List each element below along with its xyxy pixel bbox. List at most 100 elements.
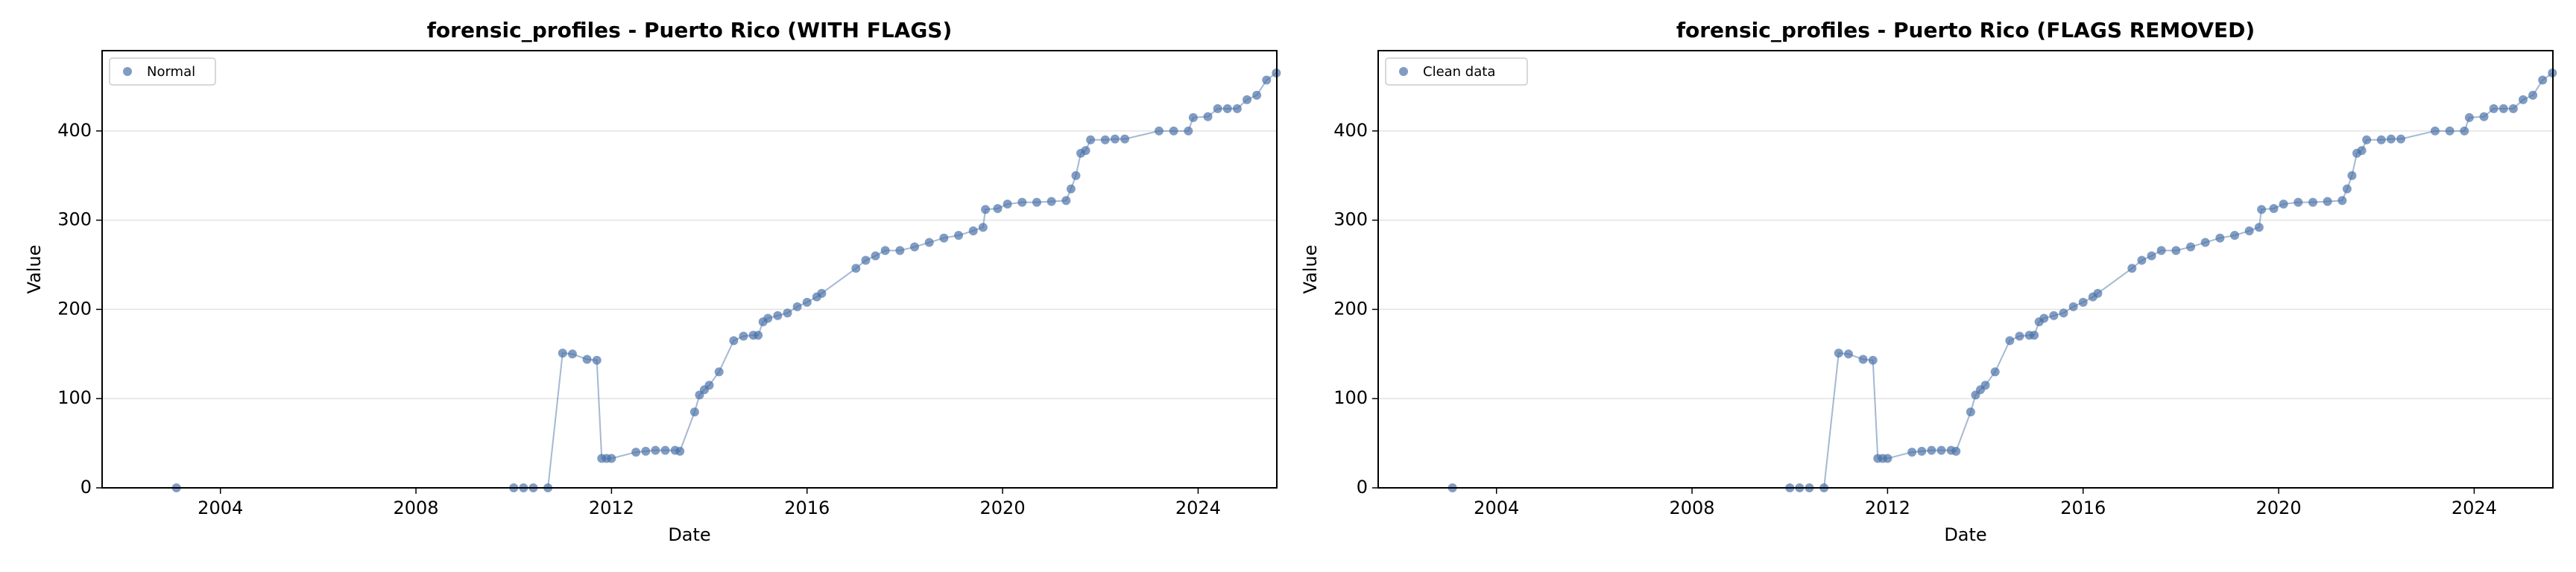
y-tick-label: 100 xyxy=(1333,387,1368,408)
legend-box xyxy=(1385,57,1528,86)
point xyxy=(1110,134,1120,144)
point xyxy=(2059,308,2068,318)
point xyxy=(754,331,763,340)
point xyxy=(1936,445,1946,455)
point xyxy=(2093,288,2103,298)
point xyxy=(2308,197,2317,207)
point xyxy=(558,349,567,358)
point xyxy=(773,311,783,320)
x-tick-label: 2012 xyxy=(1865,498,1910,518)
point xyxy=(592,355,602,365)
point xyxy=(910,242,920,252)
y-axis-label: Value xyxy=(24,245,45,294)
point xyxy=(2244,226,2254,235)
axes-frame xyxy=(101,50,1278,489)
point xyxy=(2464,112,2474,122)
y-tick-label: 0 xyxy=(1357,477,1368,498)
x-tick-label: 2004 xyxy=(198,498,243,518)
point xyxy=(641,446,651,456)
point xyxy=(1188,112,1198,122)
point xyxy=(1980,381,1990,390)
y-tick-label: 200 xyxy=(1333,298,1368,319)
legend-marker xyxy=(1399,67,1408,76)
point xyxy=(2362,135,2372,144)
point xyxy=(1032,197,1041,207)
point xyxy=(1017,197,1027,207)
point xyxy=(1834,349,1843,358)
x-tick-label: 2016 xyxy=(784,498,830,518)
point xyxy=(763,314,773,323)
x-tick-label: 2008 xyxy=(394,498,439,518)
point xyxy=(2342,184,2352,194)
point xyxy=(1061,196,1071,206)
x-tick-label: 2024 xyxy=(1175,498,1221,518)
point xyxy=(981,205,991,214)
point xyxy=(954,230,964,240)
point xyxy=(2430,126,2440,136)
x-axis-label: Date xyxy=(1944,524,1986,545)
point xyxy=(1046,197,1056,206)
legend-box xyxy=(109,57,216,86)
point xyxy=(2357,146,2367,156)
point xyxy=(2294,197,2303,207)
point xyxy=(582,355,592,364)
point xyxy=(567,349,577,359)
subplot: forensic_profiles - Puerto Rico (WITH FL… xyxy=(24,18,1281,545)
point xyxy=(607,454,616,463)
y-tick-label: 300 xyxy=(57,209,92,230)
point xyxy=(2215,233,2225,243)
point xyxy=(2186,242,2196,252)
point xyxy=(2030,331,2039,340)
point xyxy=(968,226,978,235)
point xyxy=(1184,126,1193,136)
point xyxy=(739,331,748,341)
point xyxy=(2337,196,2347,206)
point xyxy=(895,246,905,255)
y-tick-label: 400 xyxy=(1333,120,1368,141)
point xyxy=(1120,134,1130,144)
point xyxy=(1222,104,1232,113)
point xyxy=(2147,251,2156,261)
legend-marker xyxy=(123,67,132,76)
series-line xyxy=(176,72,1277,489)
point xyxy=(2386,134,2396,144)
x-tick-label: 2016 xyxy=(2060,498,2106,518)
point xyxy=(1100,135,1110,144)
legend-label: Normal xyxy=(147,64,195,80)
x-tick-label: 2012 xyxy=(589,498,634,518)
point xyxy=(2068,302,2078,311)
x-tick-label: 2024 xyxy=(2452,498,2497,518)
point xyxy=(1081,146,1090,156)
point xyxy=(651,445,660,455)
chart-title: forensic_profiles - Puerto Rico (FLAGS R… xyxy=(1676,18,2255,42)
point xyxy=(1213,104,1222,113)
axes-frame xyxy=(1377,50,2554,489)
x-tick-label: 2004 xyxy=(1474,498,1519,518)
x-tick-label: 2008 xyxy=(1670,498,1715,518)
point xyxy=(1868,355,1878,365)
point xyxy=(2269,204,2279,214)
point xyxy=(2137,255,2147,265)
point xyxy=(689,407,699,417)
point xyxy=(1883,454,1892,463)
point xyxy=(2460,126,2469,136)
point xyxy=(924,238,934,247)
point xyxy=(2323,197,2332,206)
y-tick-label: 0 xyxy=(80,477,92,498)
y-tick-label: 200 xyxy=(57,298,92,319)
point xyxy=(704,381,714,390)
point xyxy=(2508,104,2518,113)
y-tick-label: 400 xyxy=(57,120,92,141)
point xyxy=(871,251,880,261)
point xyxy=(1232,104,1242,113)
point xyxy=(2528,90,2538,100)
x-axis-label: Date xyxy=(668,524,710,545)
point xyxy=(714,367,724,377)
point xyxy=(2005,336,2015,346)
point xyxy=(939,233,949,243)
point xyxy=(2279,200,2288,209)
point xyxy=(792,302,802,311)
point xyxy=(2479,112,2489,121)
point xyxy=(2200,238,2210,247)
